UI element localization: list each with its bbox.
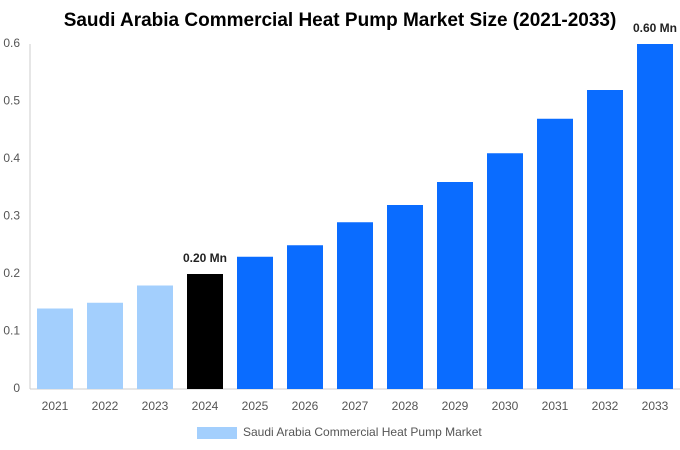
bar (187, 274, 223, 389)
x-tick-label: 2032 (592, 399, 619, 413)
bar (587, 90, 623, 389)
bar (487, 153, 523, 389)
chart-title: Saudi Arabia Commercial Heat Pump Market… (64, 10, 617, 31)
x-tick-label: 2031 (542, 399, 569, 413)
bar (387, 205, 423, 389)
bar (37, 308, 73, 389)
x-tick-label: 2023 (142, 399, 169, 413)
bar (637, 44, 673, 389)
y-tick-label: 0.1 (3, 324, 20, 338)
x-tick-label: 2025 (242, 399, 269, 413)
legend-swatch (197, 427, 237, 439)
bar (287, 245, 323, 389)
bar (137, 285, 173, 389)
x-tick-label: 2029 (442, 399, 469, 413)
x-tick-label: 2027 (342, 399, 369, 413)
legend-label: Saudi Arabia Commercial Heat Pump Market (243, 425, 482, 439)
bar (537, 118, 573, 389)
y-tick-label: 0 (13, 381, 20, 395)
y-tick-label: 0.6 (3, 36, 20, 50)
x-tick-label: 2033 (642, 399, 669, 413)
x-tick-label: 2024 (192, 399, 219, 413)
data-label: 0.60 Mn (633, 21, 677, 35)
y-tick-label: 0.5 (3, 94, 20, 108)
x-tick-label: 2030 (492, 399, 519, 413)
y-tick-label: 0.3 (3, 209, 20, 223)
x-tick-label: 2021 (42, 399, 69, 413)
x-tick-label: 2022 (92, 399, 119, 413)
bar (87, 302, 123, 389)
x-tick-label: 2026 (292, 399, 319, 413)
bar (337, 222, 373, 389)
y-tick-label: 0.4 (3, 151, 20, 165)
data-label: 0.20 Mn (183, 251, 227, 265)
x-tick-label: 2028 (392, 399, 419, 413)
bar (237, 256, 273, 389)
bar (437, 182, 473, 389)
y-tick-label: 0.2 (3, 266, 20, 280)
